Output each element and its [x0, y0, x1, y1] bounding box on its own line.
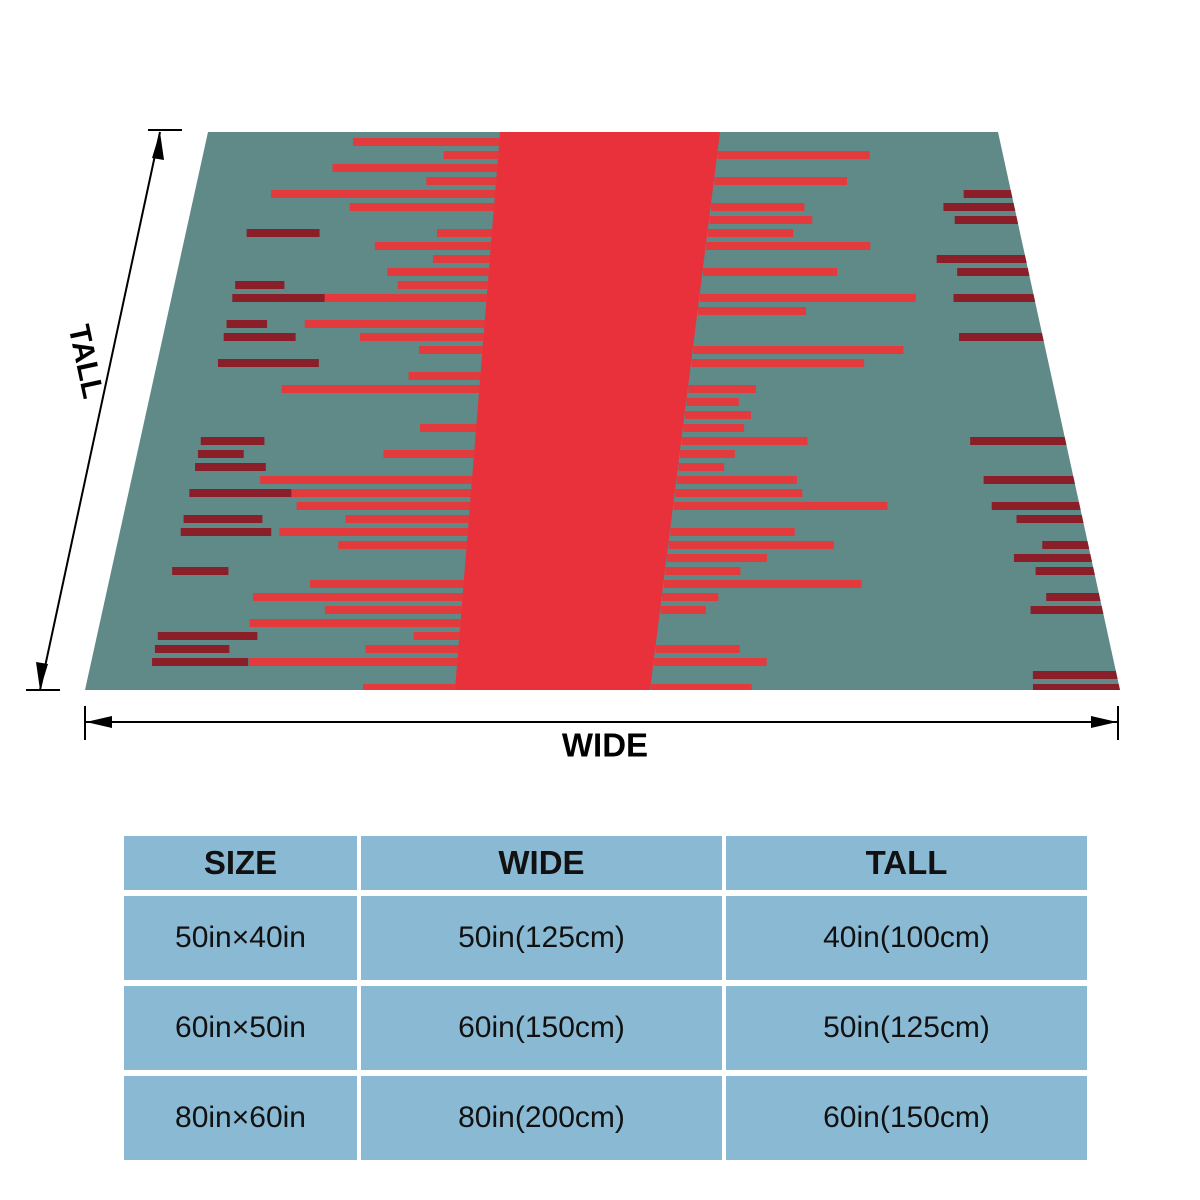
- table-cell: 80in×60in: [124, 1076, 357, 1160]
- table-row: 50in×40in 50in(125cm) 40in(100cm): [124, 896, 1087, 980]
- table-cell: 60in×50in: [124, 986, 357, 1070]
- header-cell: TALL: [726, 836, 1087, 890]
- arrowhead: [152, 132, 164, 160]
- blanket-pattern: [152, 132, 1120, 690]
- arrowhead: [86, 716, 112, 728]
- blanket-illustration: TALL WIDE: [26, 129, 1120, 764]
- table-cell: 80in(200cm): [361, 1076, 722, 1160]
- arrowhead: [36, 662, 48, 690]
- header-row: SIZE WIDE TALL: [124, 836, 1087, 890]
- table-body: 50in×40in 50in(125cm) 40in(100cm) 60in×50in…: [124, 896, 1087, 1160]
- arrowhead: [1091, 716, 1117, 728]
- table-cell: 50in(125cm): [361, 896, 722, 980]
- header-cell: SIZE: [124, 836, 357, 890]
- size-table: SIZE WIDE TALL 50in×40in 50in(125cm) 40in(10…: [120, 830, 1091, 1166]
- table-cell: 60in(150cm): [726, 1076, 1087, 1160]
- table-row: 80in×60in 80in(200cm) 60in(150cm): [124, 1076, 1087, 1160]
- table-cell: 50in×40in: [124, 896, 357, 980]
- table-cell: 40in(100cm): [726, 896, 1087, 980]
- table-cell: 60in(150cm): [361, 986, 722, 1070]
- table-row: 60in×50in 60in(150cm) 50in(125cm): [124, 986, 1087, 1070]
- header-cell: WIDE: [361, 836, 722, 890]
- wide-label: WIDE: [562, 727, 648, 764]
- table-cell: 50in(125cm): [726, 986, 1087, 1070]
- tall-label: TALL: [62, 322, 110, 402]
- tall-arrow: [39, 131, 161, 691]
